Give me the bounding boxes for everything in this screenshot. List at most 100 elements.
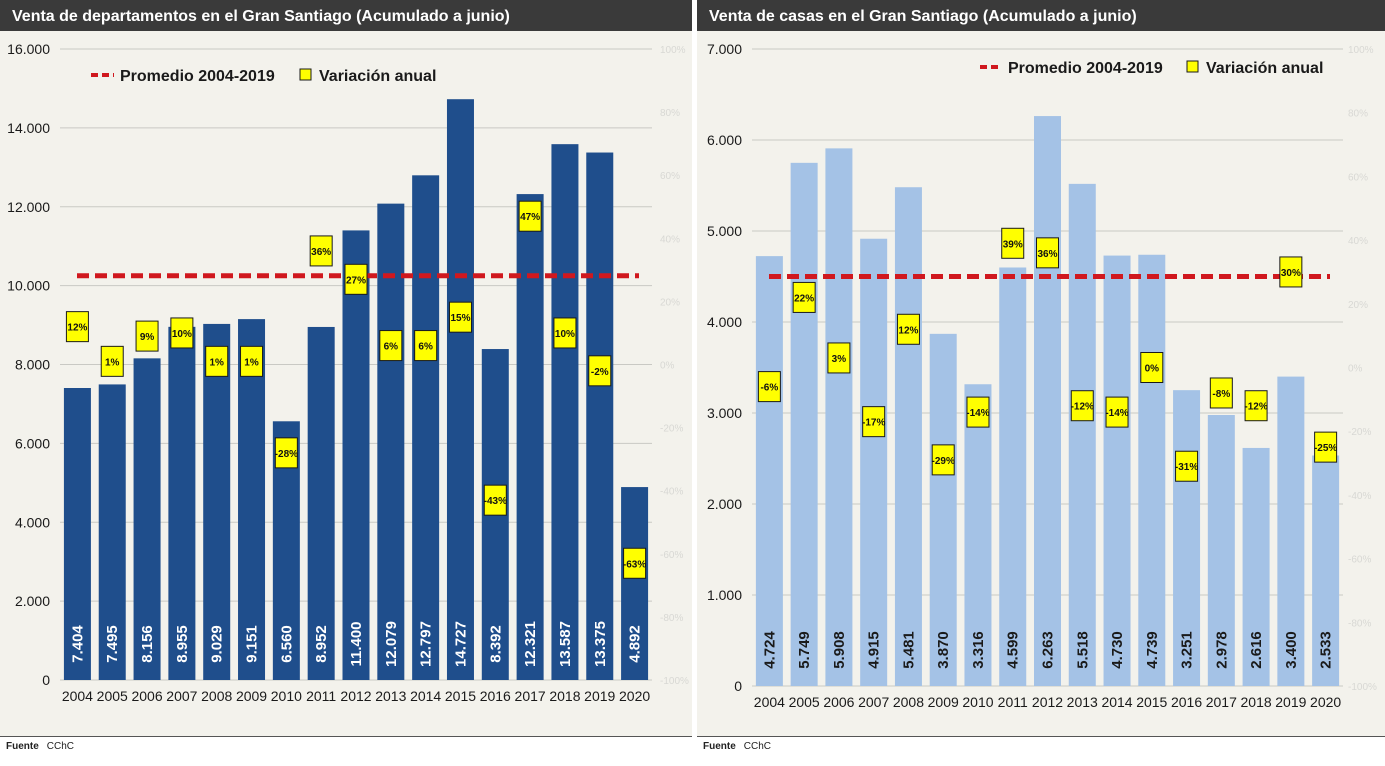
x-tick-label: 2007	[858, 694, 889, 710]
y-tick-label: 12.000	[7, 199, 50, 215]
x-tick-label: 2006	[823, 694, 854, 710]
variation-label: -28%	[275, 449, 298, 460]
bar-2017	[1207, 415, 1235, 686]
bottom-divider	[0, 736, 692, 737]
variation-label: 30%	[1281, 268, 1301, 279]
variation-marker-2008	[205, 345, 229, 377]
x-tick-label: 2020	[1310, 694, 1341, 710]
variation-label: 1%	[244, 357, 259, 368]
variation-marker-2020	[1314, 431, 1338, 463]
bar-value-label: 2.978	[1213, 631, 1230, 669]
y2-tick-label: 80%	[1348, 109, 1368, 120]
variation-label: 10%	[172, 329, 192, 340]
bar-2015	[1138, 254, 1166, 686]
variation-marker-2015	[1140, 352, 1164, 383]
x-tick-label: 2020	[619, 688, 650, 704]
bar-2012	[1034, 116, 1061, 686]
bar-value-label: 12.079	[383, 621, 400, 667]
variation-marker-2013	[379, 330, 403, 362]
x-tick-label: 2017	[1206, 694, 1237, 710]
bar-2014	[412, 175, 440, 681]
y-tick-label: 0	[42, 672, 50, 688]
variation-marker-2018	[553, 317, 577, 349]
source-value: CChC	[743, 741, 772, 752]
bar-value-label: 4.730	[1109, 631, 1126, 669]
y2-tick-label: -100%	[1348, 682, 1377, 693]
x-tick-label: 2011	[998, 694, 1028, 710]
y2-tick-label: -40%	[1348, 491, 1371, 502]
y2-tick-label: 60%	[660, 171, 680, 182]
variation-marker-2010	[966, 396, 990, 428]
source-note: Fuente CChC	[6, 741, 74, 752]
legend-variation-swatch	[1186, 60, 1199, 73]
variation-label: 22%	[794, 293, 814, 304]
bar-value-label: 4.915	[866, 631, 883, 669]
bar-value-label: 6.560	[278, 625, 295, 663]
bar-2012	[342, 230, 370, 680]
variation-marker-2017	[518, 200, 542, 232]
bar-2005	[790, 162, 818, 686]
variation-label: -17%	[862, 418, 885, 429]
y2-tick-label: -60%	[660, 550, 683, 561]
x-tick-label: 2006	[131, 688, 162, 704]
y2-tick-label: -80%	[1348, 618, 1371, 629]
bar-2004	[63, 388, 91, 680]
variation-label: 36%	[311, 247, 331, 258]
bar-2017	[516, 194, 544, 680]
bar-2004	[755, 256, 783, 686]
bar-value-label: 7.404	[69, 625, 86, 663]
x-tick-label: 2012	[1032, 694, 1063, 710]
variation-label: 3%	[832, 354, 847, 365]
variation-label: -43%	[484, 496, 507, 507]
x-tick-label: 2004	[754, 694, 785, 710]
y2-tick-label: 0%	[660, 361, 675, 372]
bar-value-label: 4.739	[1144, 631, 1161, 669]
bar-value-label: 4.892	[627, 625, 644, 663]
variation-marker-2012	[1036, 237, 1059, 269]
casas-chart-panel: Venta de casas en el Gran Santiago (Acum…	[697, 0, 1385, 766]
x-tick-label: 2005	[789, 694, 820, 710]
x-tick-label: 2013	[375, 688, 406, 704]
variation-label: -6%	[760, 383, 778, 394]
y2-tick-label: -20%	[1348, 427, 1371, 438]
y-tick-label: 2.000	[707, 496, 742, 512]
bar-value-label: 3.400	[1283, 631, 1300, 669]
legend-average-label: Promedio 2004-2019	[120, 68, 275, 85]
y2-tick-label: 100%	[1348, 45, 1374, 56]
bar-value-label: 9.151	[244, 625, 261, 663]
variation-label: 6%	[384, 342, 399, 353]
y2-tick-label: -100%	[660, 676, 689, 687]
variation-label: 27%	[346, 275, 366, 286]
bar-value-label: 7.495	[104, 625, 121, 663]
bar-2009	[238, 319, 266, 680]
bar-2011	[307, 326, 335, 680]
variation-label: -14%	[966, 408, 989, 419]
x-tick-label: 2018	[549, 688, 580, 704]
source-note: Fuente CChC	[703, 741, 771, 752]
variation-marker-2011	[1001, 227, 1025, 259]
y-tick-label: 7.000	[707, 41, 742, 57]
y-tick-label: 2.000	[15, 593, 50, 609]
bar-2019	[1277, 376, 1305, 686]
legend-average-label: Promedio 2004-2019	[1008, 60, 1163, 77]
bar-value-label: 6.263	[1040, 631, 1057, 669]
variation-label: -12%	[1244, 402, 1267, 413]
chart-title: Venta de departamentos en el Gran Santia…	[0, 0, 692, 31]
variation-label: -2%	[591, 367, 609, 378]
variation-label: -29%	[932, 456, 955, 467]
y2-tick-label: 100%	[660, 45, 686, 56]
variation-marker-2019	[588, 355, 612, 387]
bar-value-label: 13.587	[557, 621, 574, 667]
x-tick-label: 2015	[1136, 694, 1167, 710]
bar-2009	[929, 333, 957, 686]
x-tick-label: 2010	[962, 694, 993, 710]
variation-marker-2016	[1175, 450, 1199, 482]
bar-2016	[1173, 390, 1201, 686]
y2-tick-label: -80%	[660, 613, 683, 624]
bar-2015	[446, 99, 474, 681]
variation-marker-2012	[344, 263, 368, 295]
y-tick-label: 6.000	[707, 132, 742, 148]
bar-value-label: 5.518	[1074, 631, 1091, 669]
variation-marker-2017	[1209, 377, 1233, 409]
x-tick-label: 2014	[1101, 694, 1132, 710]
